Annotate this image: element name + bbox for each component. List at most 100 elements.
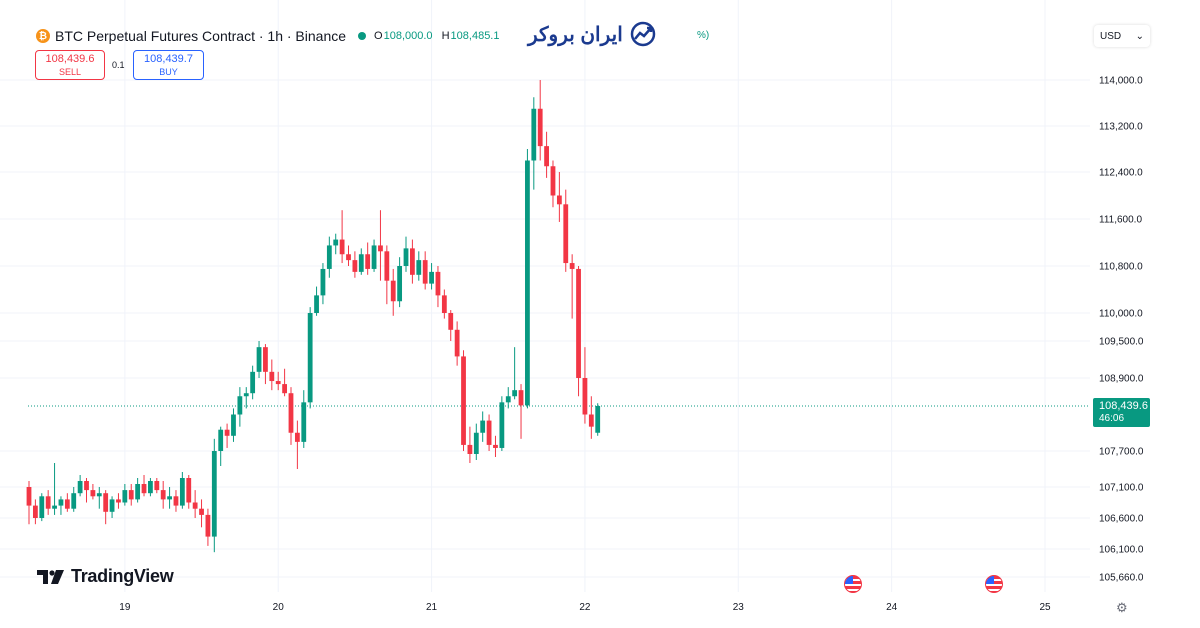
candle-body (346, 254, 351, 261)
symbol-title[interactable]: BTC Perpetual Futures Contract · 1h · Bi… (55, 28, 347, 44)
candle-body (531, 108, 537, 161)
candle-body (77, 481, 83, 494)
sell-label: SELL (58, 67, 82, 77)
us-flag-icon[interactable] (844, 575, 863, 593)
brand-watermark: ایران بروکر (528, 20, 657, 48)
tradingview-wordmark: TradingView (71, 566, 174, 586)
currency-selector[interactable]: USD ⌄ (1094, 25, 1150, 47)
market-open-dot-icon (358, 32, 367, 40)
candle-body (505, 396, 511, 403)
candle-body (486, 420, 492, 445)
price-tick-label: 107,100.0 (1099, 483, 1144, 494)
candle-body (480, 420, 486, 433)
ohlc-values: O108,000.0 H108,485.1 (374, 30, 505, 42)
candle-body (371, 245, 377, 269)
symbol-header[interactable]: ₿ BTC Perpetual Futures Contract · 1h · … (36, 26, 505, 46)
candle-body (141, 484, 147, 494)
candle-body (148, 481, 153, 494)
candle-body (263, 347, 268, 372)
tradingview-logo-icon (37, 569, 64, 584)
candle-body (32, 505, 38, 518)
candle-body (333, 239, 339, 246)
candle-body (588, 414, 594, 427)
tradingview-logo[interactable]: TradingView (37, 566, 174, 587)
last-price-label: 108,439.6 (1099, 400, 1148, 412)
price-tick-label: 110,000.0 (1099, 309, 1143, 320)
candle-body (135, 484, 141, 500)
candle-body (563, 204, 569, 264)
price-tick-label: 106,100.0 (1099, 545, 1144, 556)
candle-body (39, 496, 45, 518)
candle-body (173, 496, 179, 506)
time-tick-label: 20 (273, 602, 285, 613)
candle-body (192, 502, 198, 509)
candle-body (231, 414, 236, 436)
time-tick-label: 21 (426, 602, 438, 613)
price-tick-label: 108,900.0 (1099, 374, 1144, 385)
order-quantity[interactable]: 0.1 (112, 60, 125, 70)
candle-body (256, 347, 262, 372)
candle-body (576, 268, 581, 378)
ohlc-open-label: O (374, 30, 383, 42)
price-tick-label: 110,800.0 (1099, 262, 1143, 273)
candle-body (58, 499, 64, 506)
buy-price: 108,439.7 (144, 53, 193, 65)
candle-body (288, 393, 294, 433)
candle-body (237, 396, 243, 415)
candle-body (45, 496, 51, 509)
price-tick-label: 114,000.0 (1099, 76, 1143, 87)
candle-body (122, 490, 128, 503)
last-price-tag-box (1093, 398, 1150, 428)
candle-body (167, 496, 172, 500)
chevron-down-icon: ⌄ (1135, 30, 1144, 42)
candle-body (595, 405, 601, 433)
candle-body (90, 490, 96, 497)
buy-label: BUY (159, 67, 178, 77)
candle-body (352, 260, 358, 272)
candle-body (160, 490, 166, 500)
candle-body (243, 393, 249, 397)
price-tick-label: 105,660.0 (1099, 573, 1144, 584)
candle-body (250, 371, 256, 394)
candle-body (454, 329, 460, 357)
candle-body (186, 478, 192, 503)
bar-countdown: 46:06 (1099, 413, 1124, 424)
time-tick-label: 19 (119, 602, 131, 613)
candle-body (384, 251, 390, 281)
time-tick-label: 25 (1039, 602, 1051, 613)
candle-body (525, 160, 530, 406)
ohlc-high-label: H (441, 30, 450, 42)
time-tick-label: 24 (886, 602, 898, 613)
trend-chart-icon (630, 21, 656, 47)
candle-body (294, 432, 300, 442)
ohlc-high-value: 108,485.1 (450, 30, 500, 42)
sell-button[interactable]: 108,439.6 SELL (35, 50, 105, 80)
candle-body (307, 313, 313, 403)
candle-body (397, 266, 403, 302)
last-price-tag: 108,439.6 46:06 (1093, 398, 1150, 428)
candle-body (467, 444, 473, 454)
candle-body (569, 263, 575, 269)
price-tick-label: 107,700.0 (1099, 447, 1144, 458)
currency-value: USD (1100, 30, 1122, 42)
time-axis[interactable]: 19 20 21 22 23 24 25 (119, 602, 1051, 613)
candle-body (499, 402, 505, 448)
candle-body (96, 493, 102, 497)
candle-body (275, 381, 281, 385)
price-tick-label: 112,400.0 (1099, 168, 1143, 179)
candle-body (556, 195, 562, 205)
candle-body (314, 295, 319, 313)
candle-body (358, 254, 364, 272)
gear-icon[interactable]: ⚙ (1116, 600, 1128, 615)
us-flag-icon[interactable] (984, 575, 1003, 593)
candle-body (410, 248, 415, 275)
price-tick-label: 113,200.0 (1099, 122, 1143, 133)
candle-body (179, 478, 185, 506)
candle-body (339, 239, 345, 255)
buy-button[interactable]: 108,439.7 BUY (133, 50, 204, 80)
candle-body (512, 390, 518, 397)
time-tick-label: 23 (733, 602, 745, 613)
price-axis[interactable]: 105,660.0 106,100.0 106,600.0 107,100.0 107,… (1099, 76, 1144, 584)
price-tick-label: 111,600.0 (1099, 215, 1142, 226)
